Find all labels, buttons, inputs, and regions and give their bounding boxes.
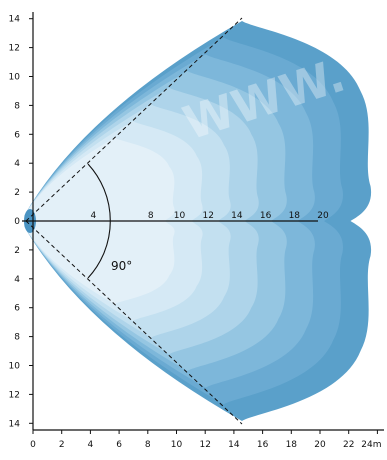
y-tick-label: 10 [9, 73, 21, 83]
y-tick-label-zero: 0 [14, 217, 20, 227]
x-tick-label: 14 [228, 440, 240, 450]
y-tick-label: 10 [9, 362, 21, 372]
x-tick-label: 2 [59, 440, 65, 450]
y-tick-label: 4 [14, 159, 20, 169]
x-tick-label: 18 [286, 440, 298, 450]
y-tick-label: 4 [14, 275, 20, 285]
x-tick-label: 0 [30, 440, 36, 450]
center-line-label: 14 [231, 211, 243, 221]
y-tick-label: 12 [9, 390, 20, 400]
x-tick-label: 8 [145, 440, 151, 450]
y-tick-label: 2 [14, 246, 20, 256]
beam-edge-upper [25, 17, 243, 222]
y-tick-label: 8 [14, 333, 20, 343]
x-tick-label: 12 [199, 440, 210, 450]
center-line-label: 10 [174, 211, 186, 221]
y-tick-label: 8 [14, 101, 20, 111]
center-line-label: 12 [202, 211, 213, 221]
x-tick-label: 6 [116, 440, 122, 450]
x-tick-label: 22 [343, 440, 354, 450]
x-tick-label: 16 [257, 440, 269, 450]
beam-edge-lower [25, 220, 243, 425]
x-tick-label: 24m [361, 440, 381, 450]
y-tick-label: 6 [14, 130, 20, 140]
y-tick-label: 2 [14, 188, 20, 198]
x-tick-label: 10 [171, 440, 183, 450]
y-tick-label: 14 [9, 15, 21, 25]
x-tick-label: 4 [88, 440, 94, 450]
center-line-label: 16 [260, 211, 272, 221]
x-axis-ticks: 0 2 4 6 8 10 12 14 16 18 20 22 24m [30, 430, 382, 450]
y-tick-label: 6 [14, 304, 20, 314]
center-line-label: 4 [91, 211, 97, 221]
center-line-label: 18 [289, 211, 301, 221]
y-tick-label: 14 [9, 419, 21, 429]
center-line-label: 8 [148, 211, 154, 221]
center-line-label: 20 [317, 211, 329, 221]
y-tick-label: 12 [9, 44, 20, 54]
beam-angle-label: 90° [111, 259, 132, 273]
y-axis-ticks: 14 12 10 8 6 4 2 0 2 4 6 8 10 12 14 [9, 15, 33, 429]
center-line-labels: 4 8 10 12 14 16 18 20 [91, 211, 329, 221]
x-tick-label: 20 [314, 440, 326, 450]
